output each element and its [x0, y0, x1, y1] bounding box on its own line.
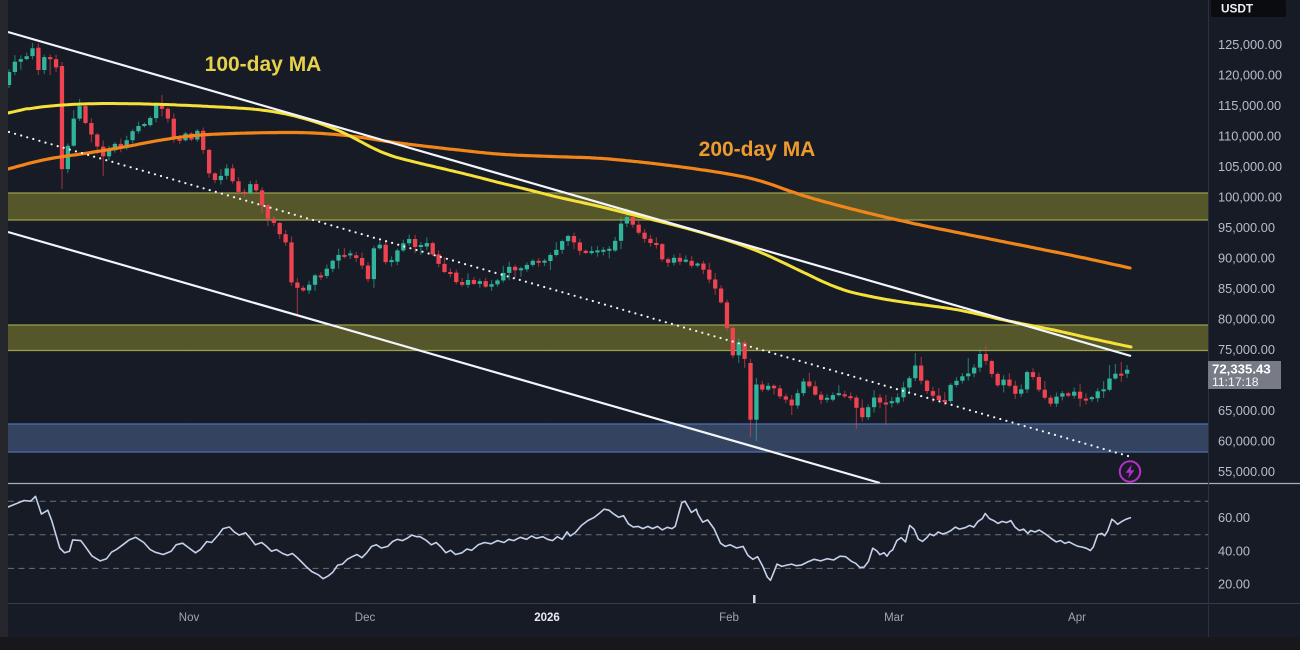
svg-text:115,000.00: 115,000.00 — [1218, 98, 1281, 113]
svg-text:120,000.00: 120,000.00 — [1218, 68, 1282, 83]
svg-text:Dec: Dec — [355, 612, 376, 624]
svg-text:200-day MA: 200-day MA — [699, 138, 816, 161]
svg-text:Apr: Apr — [1068, 612, 1086, 624]
svg-text:60,000.00: 60,000.00 — [1218, 434, 1275, 449]
svg-text:72,335.43: 72,335.43 — [1212, 362, 1271, 377]
svg-text:110,000.00: 110,000.00 — [1218, 129, 1281, 144]
svg-text:85,000.00: 85,000.00 — [1218, 281, 1275, 296]
svg-text:11:17:18: 11:17:18 — [1212, 375, 1259, 389]
svg-text:Nov: Nov — [179, 612, 200, 624]
svg-text:75,000.00: 75,000.00 — [1218, 342, 1275, 357]
svg-text:USDT: USDT — [1221, 2, 1254, 16]
svg-text:95,000.00: 95,000.00 — [1218, 220, 1275, 235]
svg-text:90,000.00: 90,000.00 — [1218, 251, 1275, 266]
svg-text:20.00: 20.00 — [1218, 577, 1250, 592]
svg-text:Mar: Mar — [884, 612, 904, 624]
svg-text:100,000.00: 100,000.00 — [1218, 190, 1282, 205]
svg-text:2026: 2026 — [534, 612, 560, 624]
svg-text:80,000.00: 80,000.00 — [1218, 312, 1275, 327]
svg-text:65,000.00: 65,000.00 — [1218, 403, 1275, 418]
svg-text:125,000.00: 125,000.00 — [1218, 37, 1282, 52]
svg-text:40.00: 40.00 — [1218, 544, 1250, 559]
svg-text:105,000.00: 105,000.00 — [1218, 159, 1282, 174]
svg-text:60.00: 60.00 — [1218, 510, 1250, 525]
svg-text:100-day MA: 100-day MA — [205, 53, 322, 76]
svg-text:55,000.00: 55,000.00 — [1218, 464, 1275, 479]
svg-text:Feb: Feb — [719, 612, 739, 624]
